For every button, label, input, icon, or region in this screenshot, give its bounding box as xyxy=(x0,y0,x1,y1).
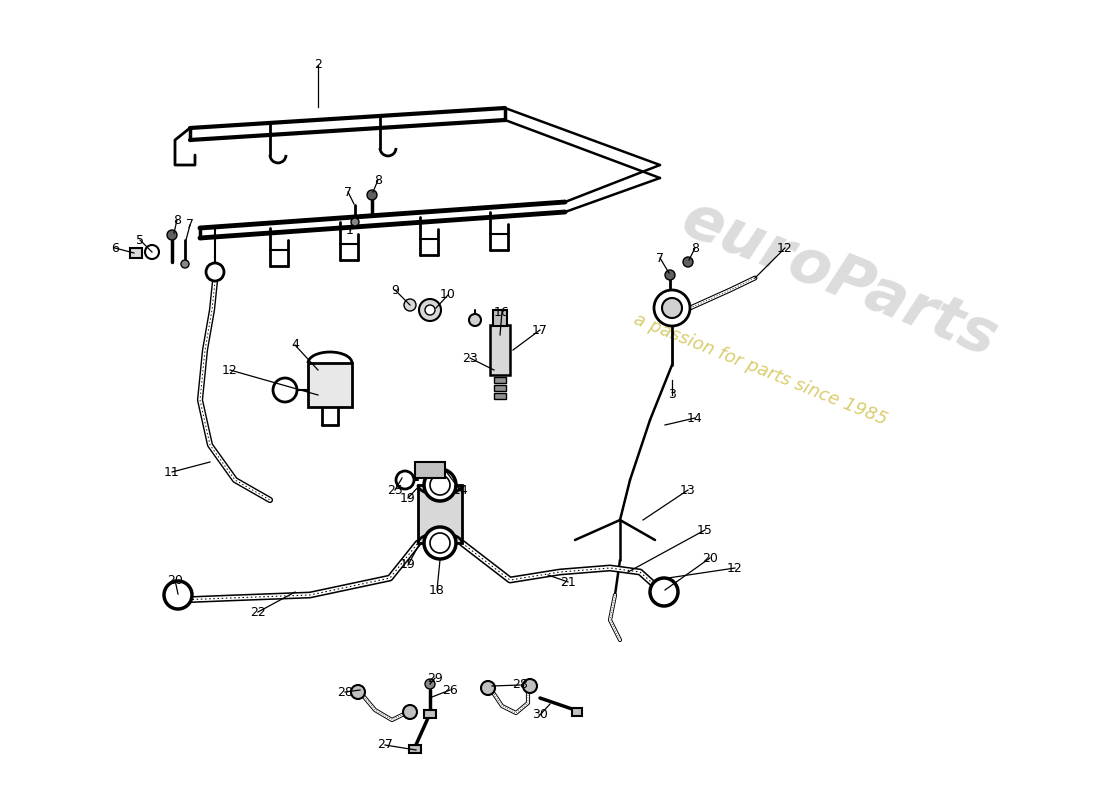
Text: 9: 9 xyxy=(392,283,399,297)
Text: 27: 27 xyxy=(377,738,393,751)
Text: 28: 28 xyxy=(513,678,528,691)
Bar xyxy=(409,745,421,753)
Circle shape xyxy=(351,685,365,699)
Text: 12: 12 xyxy=(222,363,238,377)
Circle shape xyxy=(424,527,456,559)
Circle shape xyxy=(273,378,297,402)
Text: 19: 19 xyxy=(400,558,416,571)
Circle shape xyxy=(403,705,417,719)
Text: 25: 25 xyxy=(387,483,403,497)
Circle shape xyxy=(164,581,192,609)
Text: 28: 28 xyxy=(337,686,353,698)
Bar xyxy=(308,363,352,407)
Circle shape xyxy=(654,290,690,326)
Text: 19: 19 xyxy=(400,491,416,505)
Bar xyxy=(130,248,142,258)
Text: 8: 8 xyxy=(173,214,182,226)
Text: 23: 23 xyxy=(462,351,477,365)
Circle shape xyxy=(404,299,416,311)
Bar xyxy=(490,325,510,375)
Text: 12: 12 xyxy=(727,562,742,574)
Circle shape xyxy=(425,305,435,315)
Circle shape xyxy=(481,681,495,695)
Text: 15: 15 xyxy=(697,523,713,537)
Text: 12: 12 xyxy=(777,242,793,254)
Bar xyxy=(494,393,506,399)
Bar xyxy=(494,385,506,391)
Text: 7: 7 xyxy=(656,251,664,265)
Circle shape xyxy=(469,314,481,326)
Text: 16: 16 xyxy=(494,306,510,318)
Bar xyxy=(418,485,462,543)
Bar xyxy=(424,710,436,718)
Text: 13: 13 xyxy=(680,483,696,497)
Circle shape xyxy=(351,218,359,226)
Text: 3: 3 xyxy=(668,389,675,402)
Circle shape xyxy=(396,471,414,489)
Circle shape xyxy=(367,190,377,200)
Circle shape xyxy=(666,270,675,280)
Text: 14: 14 xyxy=(688,411,703,425)
Text: 11: 11 xyxy=(164,466,180,478)
Circle shape xyxy=(522,679,537,693)
Text: 2: 2 xyxy=(315,58,322,71)
Text: 21: 21 xyxy=(560,575,576,589)
Text: 29: 29 xyxy=(427,671,443,685)
Text: 10: 10 xyxy=(440,289,455,302)
Text: a passion for parts since 1985: a passion for parts since 1985 xyxy=(630,310,890,430)
Text: 5: 5 xyxy=(136,234,144,246)
Text: 4: 4 xyxy=(292,338,299,351)
Text: 20: 20 xyxy=(702,551,718,565)
Text: 8: 8 xyxy=(691,242,698,254)
Circle shape xyxy=(425,679,435,689)
Text: 18: 18 xyxy=(429,583,444,597)
Circle shape xyxy=(430,533,450,553)
Circle shape xyxy=(206,263,224,281)
Text: 22: 22 xyxy=(250,606,266,618)
Bar xyxy=(494,377,506,383)
Text: 6: 6 xyxy=(111,242,119,254)
Circle shape xyxy=(167,230,177,240)
Text: euroParts: euroParts xyxy=(673,190,1006,370)
Bar xyxy=(493,310,507,326)
Text: 26: 26 xyxy=(442,683,458,697)
Text: 7: 7 xyxy=(344,186,352,198)
Text: 17: 17 xyxy=(532,323,548,337)
Text: 30: 30 xyxy=(532,709,548,722)
Text: 20: 20 xyxy=(167,574,183,586)
Circle shape xyxy=(683,257,693,267)
Circle shape xyxy=(424,469,456,501)
Circle shape xyxy=(430,475,450,495)
Circle shape xyxy=(182,260,189,268)
Circle shape xyxy=(145,245,160,259)
Text: 8: 8 xyxy=(374,174,382,186)
Bar xyxy=(572,708,582,716)
Text: 24: 24 xyxy=(452,483,468,497)
Text: 7: 7 xyxy=(186,218,194,231)
Circle shape xyxy=(419,299,441,321)
Circle shape xyxy=(650,578,678,606)
Bar xyxy=(415,462,446,478)
Circle shape xyxy=(662,298,682,318)
Text: 1: 1 xyxy=(346,223,354,237)
